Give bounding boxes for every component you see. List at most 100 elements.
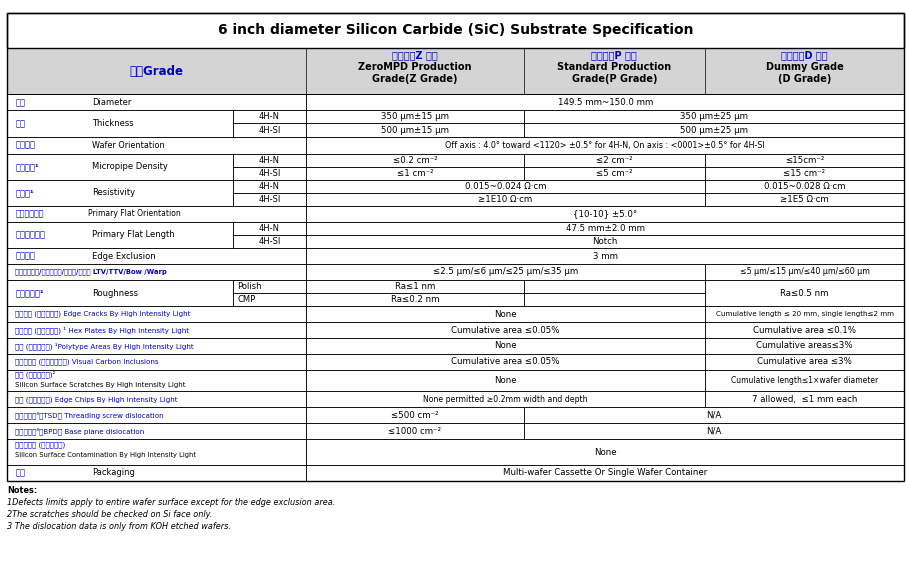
- Text: None: None: [495, 341, 516, 351]
- Text: 4H-SI: 4H-SI: [258, 169, 281, 178]
- Text: N/A: N/A: [707, 427, 721, 436]
- Text: CMP: CMP: [237, 295, 255, 304]
- Text: 目测包裹物 (日光灯下观测) Visual Carbon Inclusions: 目测包裹物 (日光灯下观测) Visual Carbon Inclusions: [15, 358, 159, 365]
- Text: 1Defects limits apply to entire wafer surface except for the edge exclusion area: 1Defects limits apply to entire wafer su…: [7, 498, 335, 508]
- Text: 硅面污染物 (强光灯观测): 硅面污染物 (强光灯观测): [15, 442, 65, 448]
- Text: Thickness: Thickness: [92, 119, 134, 128]
- Text: Micropipe Density: Micropipe Density: [92, 162, 169, 171]
- Text: Silicon Surface Scratches By High Intensity Light: Silicon Surface Scratches By High Intens…: [15, 382, 186, 387]
- Text: 精选级（Z 级）: 精选级（Z 级）: [392, 50, 438, 60]
- Text: ≤2 cm⁻²: ≤2 cm⁻²: [596, 156, 632, 164]
- Text: 47.5 mm±2.0 mm: 47.5 mm±2.0 mm: [565, 224, 645, 233]
- Text: ≤1000 cm⁻²: ≤1000 cm⁻²: [389, 427, 441, 436]
- Text: Packaging: Packaging: [92, 468, 135, 477]
- Text: 主定位边长度: 主定位边长度: [15, 230, 45, 240]
- Text: 350 μm±15 μm: 350 μm±15 μm: [381, 113, 449, 121]
- Text: 边缘去除: 边缘去除: [15, 251, 35, 261]
- Text: 等级Grade: 等级Grade: [130, 65, 184, 77]
- Text: Cumulative area ≤0.05%: Cumulative area ≤0.05%: [451, 325, 560, 335]
- Text: 直径: 直径: [15, 98, 25, 107]
- Text: 500 μm±15 μm: 500 μm±15 μm: [381, 126, 449, 134]
- Text: Edge Exclusion: Edge Exclusion: [92, 251, 156, 261]
- Text: Dummy Grade: Dummy Grade: [766, 62, 843, 72]
- Text: 4H-SI: 4H-SI: [258, 126, 281, 134]
- Text: 微管密度¹: 微管密度¹: [15, 162, 39, 171]
- Text: ≤0.2 cm⁻²: ≤0.2 cm⁻²: [392, 156, 438, 164]
- Text: 149.5 mm~150.0 mm: 149.5 mm~150.0 mm: [557, 98, 653, 107]
- Text: 4H-SI: 4H-SI: [258, 195, 281, 204]
- Text: 7 allowed,  ≤1 mm each: 7 allowed, ≤1 mm each: [752, 395, 857, 404]
- Text: Ra≤0.2 nm: Ra≤0.2 nm: [390, 295, 439, 304]
- Text: 主定位边方向: 主定位边方向: [15, 209, 43, 218]
- Text: Cumulative areas≤3%: Cumulative areas≤3%: [757, 341, 853, 351]
- Text: {10-10} ±5.0°: {10-10} ±5.0°: [573, 209, 637, 218]
- Text: 六方空洞 (强光灯观测) ¹ Hex Plates By High Intensity Light: 六方空洞 (强光灯观测) ¹ Hex Plates By High Intens…: [15, 326, 189, 334]
- Text: 6 inch diameter Silicon Carbide (SiC) Substrate Specification: 6 inch diameter Silicon Carbide (SiC) Su…: [218, 23, 693, 37]
- Bar: [7, 48, 904, 94]
- Text: Grade(P Grade): Grade(P Grade): [572, 74, 657, 84]
- Text: Polish: Polish: [237, 282, 262, 291]
- Text: 边缘裂纹 (强光灯观测) Edge Cracks By High Intensity Light: 边缘裂纹 (强光灯观测) Edge Cracks By High Intensi…: [15, 311, 191, 318]
- Text: Cumulative area ≤0.1%: Cumulative area ≤0.1%: [753, 325, 856, 335]
- Text: N/A: N/A: [707, 411, 721, 420]
- Text: None: None: [594, 448, 616, 456]
- Text: 晶片方向: 晶片方向: [15, 141, 35, 150]
- Text: Cumulative area ≤3%: Cumulative area ≤3%: [757, 357, 852, 366]
- Text: ≤5 μm/≤15 μm/≤40 μm/≤60 μm: ≤5 μm/≤15 μm/≤40 μm/≤60 μm: [739, 267, 870, 277]
- Text: 4H-N: 4H-N: [259, 156, 280, 164]
- Text: ZeroMPD Production: ZeroMPD Production: [358, 62, 472, 72]
- Text: 局部厚度变化/总厚度变化/弯曲度/翘曲度 LTV/TTV/Bow /Warp: 局部厚度变化/总厚度变化/弯曲度/翘曲度 LTV/TTV/Bow /Warp: [15, 269, 167, 275]
- Text: Cumulative length≤1×wafer diameter: Cumulative length≤1×wafer diameter: [731, 376, 878, 385]
- Text: 测试级（D 级）: 测试级（D 级）: [781, 50, 828, 60]
- Text: 4H-N: 4H-N: [259, 113, 280, 121]
- Text: Cumulative length ≤ 20 mm, single length≤2 mm: Cumulative length ≤ 20 mm, single length…: [716, 311, 893, 317]
- Text: Primary Flat Orientation: Primary Flat Orientation: [88, 209, 180, 218]
- Text: None permitted ≥0.2mm width and depth: None permitted ≥0.2mm width and depth: [423, 395, 588, 404]
- Text: 基平面位错³（BPD） Base plane dislocation: 基平面位错³（BPD） Base plane dislocation: [15, 427, 145, 435]
- Text: 穿透螺位错³（TSD） Threading screw dislocation: 穿透螺位错³（TSD） Threading screw dislocation: [15, 411, 164, 419]
- Text: None: None: [495, 376, 516, 385]
- Text: Cumulative area ≤0.05%: Cumulative area ≤0.05%: [451, 357, 560, 366]
- Text: 工业级（P 级）: 工业级（P 级）: [592, 50, 637, 60]
- Text: 多型 (强光灯观测) ¹Polytype Areas By High Intensity Light: 多型 (强光灯观测) ¹Polytype Areas By High Inten…: [15, 342, 194, 350]
- Text: Off axis : 4.0° toward <11͘20> ±0.5° for 4H-N, On axis : <0001>±0.5° for 4H-SI: Off axis : 4.0° toward <11͘20> ±0.5° for…: [446, 141, 765, 150]
- Text: 4H-SI: 4H-SI: [258, 237, 281, 246]
- Text: 350 μm±25 μm: 350 μm±25 μm: [680, 113, 748, 121]
- Text: 厚度: 厚度: [15, 119, 25, 128]
- Text: ≤15cm⁻²: ≤15cm⁻²: [785, 156, 824, 164]
- Text: 包装: 包装: [15, 468, 25, 477]
- Text: Diameter: Diameter: [92, 98, 132, 107]
- Text: Standard Production: Standard Production: [557, 62, 671, 72]
- Text: Roughness: Roughness: [92, 288, 139, 298]
- Text: 500 μm±25 μm: 500 μm±25 μm: [680, 126, 748, 134]
- Text: 0.015~0.028 Ω·cm: 0.015~0.028 Ω·cm: [764, 182, 845, 191]
- Text: 4H-N: 4H-N: [259, 224, 280, 233]
- Text: 划痕 (强光灯观测)²: 划痕 (强光灯观测)²: [15, 370, 56, 378]
- Text: 0.015~0.024 Ω·cm: 0.015~0.024 Ω·cm: [465, 182, 546, 191]
- Text: Ra≤1 nm: Ra≤1 nm: [395, 282, 435, 291]
- Text: ≥1E10 Ω·cm: ≥1E10 Ω·cm: [478, 195, 533, 204]
- Text: Ra≤0.5 nm: Ra≤0.5 nm: [780, 288, 829, 298]
- Text: ≤5 cm⁻²: ≤5 cm⁻²: [596, 169, 632, 178]
- Text: 2The scratches should be checked on Si face only.: 2The scratches should be checked on Si f…: [7, 510, 213, 519]
- Text: (D Grade): (D Grade): [778, 74, 831, 84]
- Text: Notes:: Notes:: [7, 486, 37, 496]
- Text: Silicon Surface Contamination By High Intensity Light: Silicon Surface Contamination By High In…: [15, 452, 197, 458]
- Text: ≥1E5 Ω·cm: ≥1E5 Ω·cm: [780, 195, 829, 204]
- Text: Primary Flat Length: Primary Flat Length: [92, 230, 175, 240]
- Text: Wafer Orientation: Wafer Orientation: [92, 141, 165, 150]
- Text: Notch: Notch: [593, 237, 618, 246]
- Text: ≤500 cm⁻²: ≤500 cm⁻²: [391, 411, 439, 420]
- Text: Multi-wafer Cassette Or Single Wafer Container: Multi-wafer Cassette Or Single Wafer Con…: [503, 468, 708, 477]
- Text: Resistivity: Resistivity: [92, 188, 136, 197]
- Text: ≤1 cm⁻²: ≤1 cm⁻²: [397, 169, 433, 178]
- Text: Grade(Z Grade): Grade(Z Grade): [372, 74, 458, 84]
- Text: 3 mm: 3 mm: [593, 251, 618, 261]
- Text: 电阻率¹: 电阻率¹: [15, 188, 34, 197]
- Text: 崩边 (强光灯观测) Edge Chips By High Intensity Light: 崩边 (强光灯观测) Edge Chips By High Intensity …: [15, 396, 178, 403]
- Text: ≤15 cm⁻²: ≤15 cm⁻²: [784, 169, 825, 178]
- Text: 4H-N: 4H-N: [259, 182, 280, 191]
- Text: None: None: [495, 310, 516, 319]
- Text: ≤2.5 μm/≤6 μm/≤25 μm/≤35 μm: ≤2.5 μm/≤6 μm/≤25 μm/≤35 μm: [433, 267, 578, 277]
- Text: 表面粗糙度¹: 表面粗糙度¹: [15, 288, 44, 298]
